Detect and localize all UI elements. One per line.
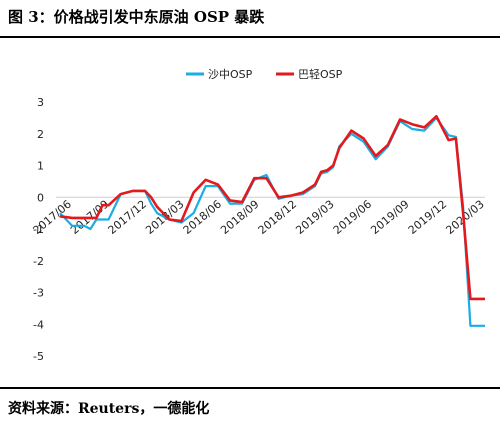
x-tick-label: 2019/09 [368,198,411,237]
x-tick-label: 2018/12 [256,198,299,237]
y-tick-label: 0 [37,191,44,204]
y-tick-label: -5 [33,350,44,363]
y-tick-label: 1 [37,160,44,173]
legend-label-2: 巴轻OSP [298,67,343,81]
y-axis-ticks: 3 2 1 0 -1 -2 -3 -4 -5 [33,96,44,363]
source-note: 资料来源：Reuters，一德能化 [8,401,210,417]
x-tick-label: 2019/06 [331,198,374,237]
y-tick-label: -4 [33,318,44,331]
x-tick-label: 2019/03 [293,198,336,237]
series-lines [59,115,485,327]
y-tick-label: 2 [37,128,44,141]
x-tick-label: 2019/12 [406,198,449,237]
y-tick-label: 3 [37,96,44,109]
series-line-2 [59,115,485,301]
bottom-rule [0,387,500,389]
line-chart: 沙中OSP 巴轻OSP 3 2 1 0 -1 -2 -3 -4 -5 2017/062017/09… [31,67,487,363]
chart-legend: 沙中OSP 巴轻OSP [186,67,343,81]
figure-title: 图 3：价格战引发中东原油 OSP 暴跌 [8,8,265,26]
legend-label-1: 沙中OSP [208,68,253,81]
y-tick-label: -3 [33,287,44,300]
top-rule [0,36,500,38]
y-tick-label: -1 [33,223,44,236]
x-axis-ticks: 2017/062017/092017/122018/032018/062018/… [31,198,487,237]
y-tick-label: -2 [33,255,44,268]
